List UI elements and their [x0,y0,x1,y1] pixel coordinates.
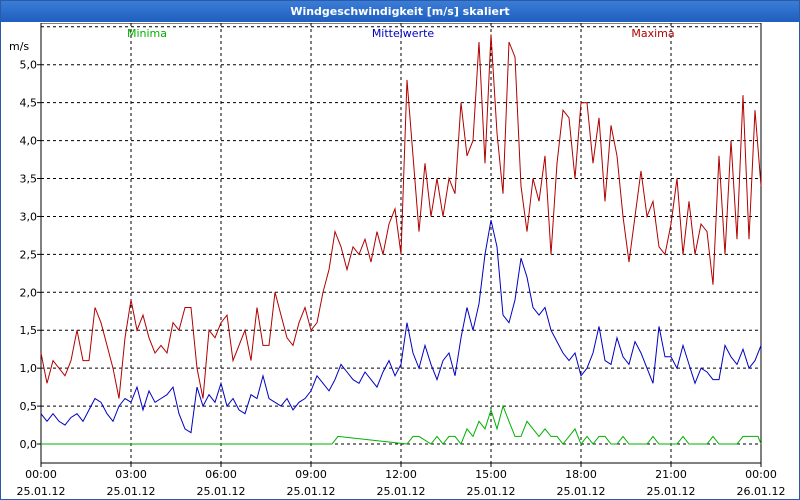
x-tick-time: 00:00 [745,468,777,481]
series-line-minima [41,404,762,445]
y-tick-label: 4,0 [20,135,38,148]
series-line-mittelwerte [40,220,762,434]
x-tick-time: 12:00 [385,468,417,481]
y-tick-label: 2,0 [20,286,38,299]
y-tick-label: 1,5 [20,324,38,337]
x-tick-date: 25.01.12 [17,485,66,498]
legend: Minima Mittelwerte Maxima [127,27,675,40]
x-tick-date: 25.01.12 [467,485,516,498]
y-axis-ticks: 0,0 0,5 1,0 1,5 2,0 2,5 3,0 3,5 4,0 4,5 5,0 [20,59,41,451]
series-line-maxima [40,34,762,399]
x-tick-date: 25.01.12 [557,485,606,498]
y-tick-label: 4,5 [20,97,38,110]
y-tick-label: 0,5 [20,400,38,413]
y-tick-label: 3,5 [20,173,38,186]
x-tick-time: 09:00 [295,468,327,481]
y-tick-label: 1,0 [20,362,38,375]
x-tick-time: 03:00 [115,468,147,481]
legend-maxima: Maxima [631,27,674,40]
window-title: Windgeschwindigkeit [m/s] skaliert [290,5,510,18]
x-tick-date: 25.01.12 [107,485,156,498]
y-tick-label: 2,5 [20,248,38,261]
legend-minima: Minima [127,27,167,40]
x-tick-time: 18:00 [565,468,597,481]
x-tick-date: 25.01.12 [647,485,696,498]
x-tick-date: 25.01.12 [197,485,246,498]
window-titlebar: Windgeschwindigkeit [m/s] skaliert [1,1,799,22]
y-tick-label: 3,0 [20,210,38,223]
x-tick-date: 26.01.12 [737,485,786,498]
x-tick-time: 00:00 [25,468,57,481]
x-tick-date: 25.01.12 [287,485,336,498]
x-tick-time: 15:00 [475,468,507,481]
series-lines [40,34,762,445]
x-axis-ticks: 00:00 25.01.12 03:00 25.01.12 06:00 25.01.12 0… [17,463,786,498]
x-tick-time: 21:00 [655,468,687,481]
chart-area: m/s 0,0 0,5 1,0 1,5 2,0 2,5 3,0 3,5 4,0 4,5 5,0 00… [9,23,786,498]
legend-mittelwerte: Mittelwerte [372,27,435,40]
y-tick-label: 5,0 [20,59,38,72]
x-tick-date: 25.01.12 [377,485,426,498]
y-tick-label: 0,0 [20,438,38,451]
y-axis-label: m/s [9,40,29,53]
x-tick-time: 06:00 [205,468,237,481]
